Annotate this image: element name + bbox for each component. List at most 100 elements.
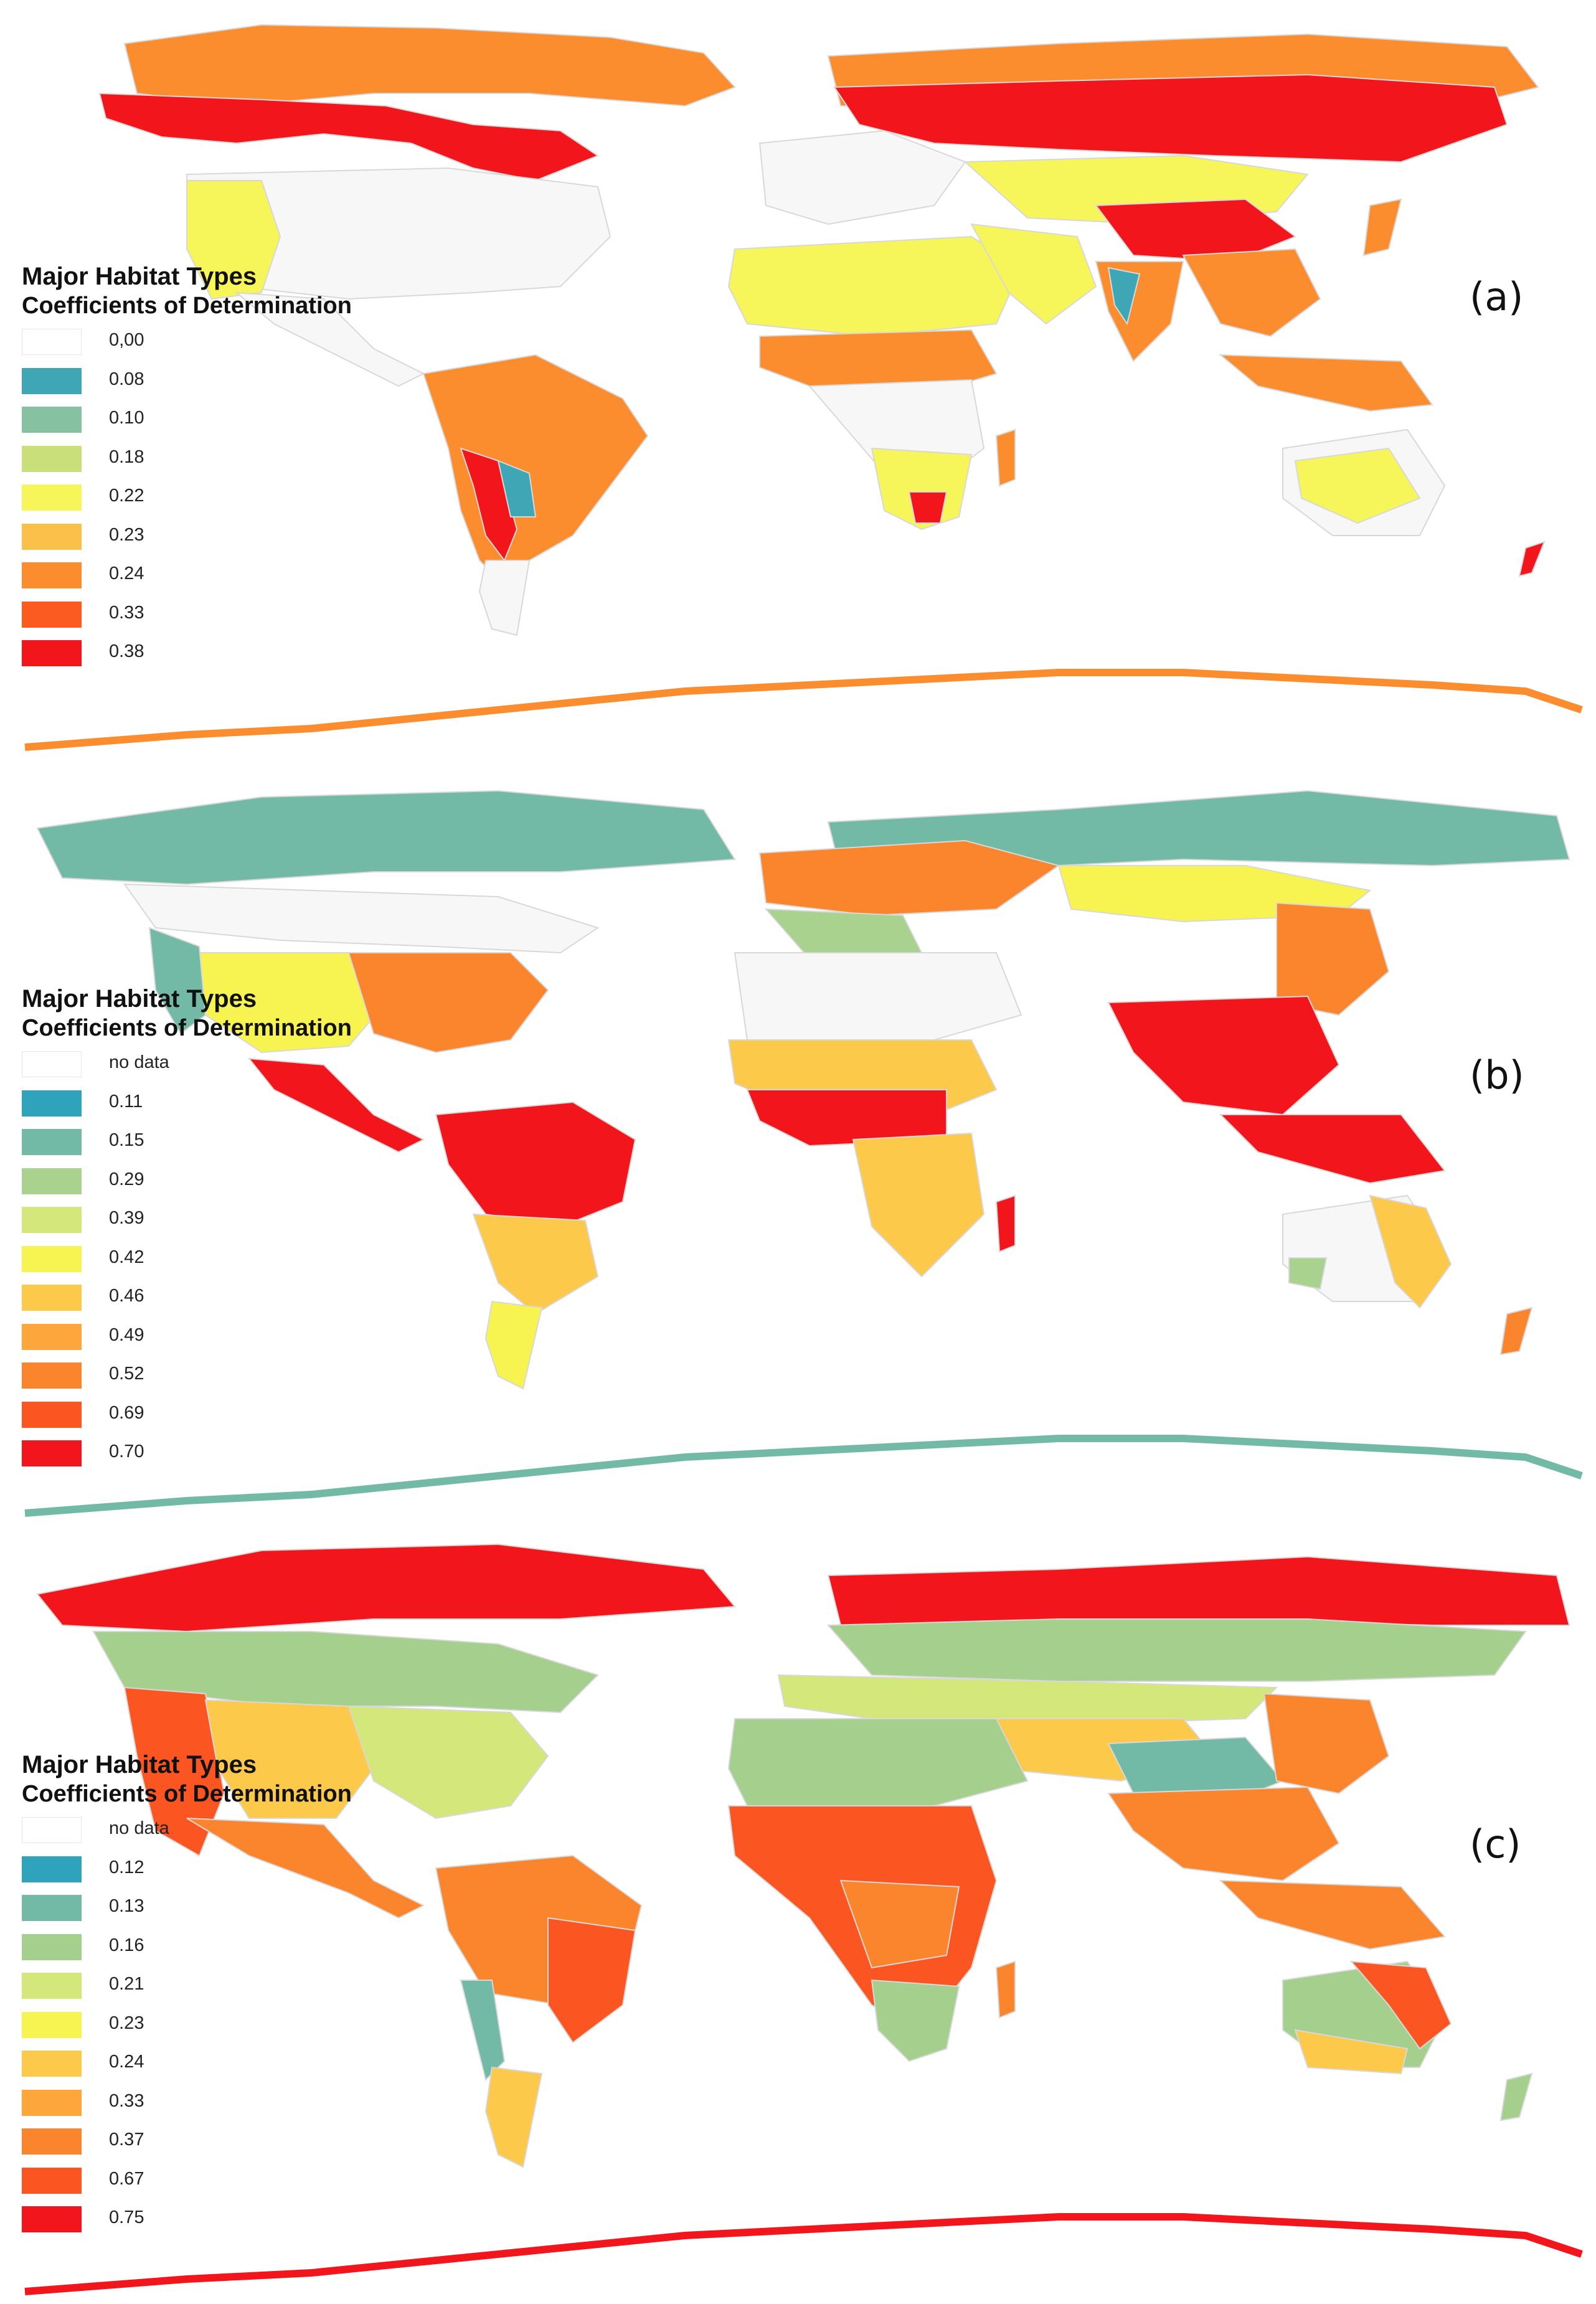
legend-label: 0.33 — [109, 2090, 144, 2111]
legend-swatch — [22, 1933, 82, 1960]
region-australia-interior — [1294, 447, 1421, 524]
legend-swatch — [22, 1895, 82, 1921]
region-japan — [1362, 198, 1402, 257]
region-indonesia — [1219, 1879, 1446, 1950]
legend-label: 0.49 — [109, 1324, 144, 1345]
legend-label: no data — [109, 1818, 169, 1838]
legend-row: no data — [22, 1049, 352, 1088]
legend-row: 0.46 — [22, 1282, 352, 1321]
region-east-southern-africa — [852, 1132, 985, 1278]
region-patagonia — [478, 560, 531, 636]
legend-b: Major Habitat Types Coefficients of Dete… — [22, 984, 352, 1477]
legend-row: 0.15 — [22, 1126, 352, 1166]
legend-label: 0.13 — [109, 1896, 144, 1916]
region-antarctica-coast — [24, 1435, 1583, 1517]
region-europe — [758, 839, 1060, 917]
legend-label: 0.24 — [109, 564, 144, 583]
legend-label: 0.39 — [109, 1208, 144, 1228]
legend-row: 0.49 — [22, 1321, 352, 1361]
legend-row: 0.67 — [22, 2165, 352, 2204]
region-usa-west — [186, 180, 281, 300]
region-patagonia — [484, 2066, 543, 2168]
legend-swatch — [22, 562, 82, 588]
legend-swatch — [22, 2089, 82, 2116]
legend-swatch — [22, 2051, 82, 2077]
legend-row: 0,00 — [22, 326, 352, 366]
legend-row: 0.18 — [22, 443, 352, 483]
legend-row: 0.38 — [22, 638, 352, 677]
region-sahara — [727, 235, 1022, 338]
region-canada-arctic — [123, 24, 736, 107]
region-madagascar — [995, 1960, 1016, 2019]
region-steppe — [777, 1674, 1278, 1726]
region-new-zealand — [1518, 541, 1546, 577]
legend-label: 0.15 — [109, 1130, 144, 1150]
region-antarctica-coast — [24, 2213, 1583, 2295]
legend-row: 0.70 — [22, 1438, 352, 1477]
legend-swatch — [22, 1440, 82, 1466]
legend-row: 0.29 — [22, 1166, 352, 1205]
legend-label: 0.18 — [109, 446, 144, 467]
legend-subtitle: Coefficients of Determination — [22, 1781, 352, 1807]
legend-swatch — [22, 2128, 82, 2155]
legend-label: 0.23 — [109, 2013, 144, 2033]
legend-row: 0.16 — [22, 1932, 352, 1971]
region-australia-north — [1349, 1960, 1452, 2050]
legend-swatch — [22, 484, 82, 511]
region-south-africa-cape — [908, 491, 948, 524]
legend-label: 0.33 — [109, 602, 144, 623]
region-canada-boreal — [123, 883, 600, 954]
legend-label: 0.22 — [109, 486, 144, 506]
legend-row: 0.24 — [22, 2048, 352, 2087]
region-new-zealand — [1499, 1306, 1533, 1356]
region-se-asia — [1182, 248, 1321, 338]
region-patagonia — [484, 1300, 543, 1390]
region-australia-southwest — [1288, 1257, 1328, 1290]
legend-label: 0.23 — [109, 524, 144, 545]
region-mexico — [186, 1818, 425, 1919]
world-map-b — [24, 790, 1583, 1517]
region-india-west — [1107, 267, 1141, 326]
region-china — [1263, 1693, 1390, 1795]
panel-label-b: (b) — [1470, 1052, 1524, 1098]
region-europe — [758, 130, 966, 225]
legend-swatch — [22, 2206, 82, 2232]
legend-swatch — [22, 523, 82, 550]
region-india-seasia — [1107, 1786, 1340, 1882]
legend-swatch — [22, 367, 82, 394]
legend-label: 0.24 — [109, 2052, 144, 2072]
region-tibet — [1095, 198, 1297, 263]
legend-label: 0.11 — [109, 1091, 143, 1112]
region-mediterranean — [764, 908, 923, 960]
legend-swatch — [22, 1856, 82, 1882]
legend-label: 0.52 — [109, 1364, 144, 1384]
legend-row: 0.39 — [22, 1204, 352, 1244]
legend-row: 0.24 — [22, 560, 352, 599]
region-australia-east — [1369, 1194, 1452, 1309]
legend-swatch — [22, 2167, 82, 2194]
legend-row: 0.21 — [22, 1970, 352, 2009]
legend-swatch — [22, 2011, 82, 2038]
legend-row: 0.12 — [22, 1854, 352, 1893]
region-miombo — [839, 1879, 960, 1969]
region-west-coast — [148, 927, 207, 1035]
legend-swatch — [22, 640, 82, 666]
legend-subtitle: Coefficients of Determination — [22, 1015, 352, 1041]
legend-row: 0.37 — [22, 2126, 352, 2165]
legend-items: no data 0.12 0.13 0.16 0.21 0.23 0.24 0.33 0.37 0… — [22, 1815, 352, 2243]
region-canada-boreal — [98, 92, 600, 182]
region-usa-east — [347, 952, 549, 1054]
legend-row: 0.10 — [22, 404, 352, 443]
region-cerrado — [472, 1213, 599, 1315]
region-indonesia — [1219, 354, 1433, 412]
region-sahara — [727, 1718, 1029, 1806]
legend-label: 0,00 — [109, 330, 144, 350]
legend-row: no data — [22, 1815, 352, 1854]
map-panel-c: Major Habitat Types Coefficients of Dete… — [0, 1532, 1596, 2304]
legend-label: 0.37 — [109, 2130, 144, 2150]
region-canada-arctic — [36, 790, 736, 885]
legend-title: Major Habitat Types — [22, 1751, 257, 1778]
region-new-zealand — [1499, 2072, 1533, 2122]
legend-label: 0.21 — [109, 1974, 144, 1994]
region-west-north-america — [123, 1686, 225, 1857]
